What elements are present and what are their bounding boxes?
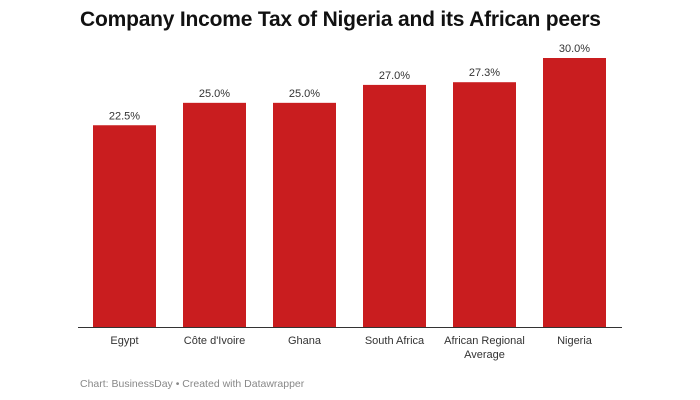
data-label: 27.3% <box>469 67 500 79</box>
data-label: 30.0% <box>559 43 590 55</box>
chart-footer: Chart: BusinessDay • Created with Datawr… <box>80 378 305 390</box>
data-label: 25.0% <box>199 88 230 100</box>
x-tick-label: Ghana <box>288 335 322 347</box>
x-tick-label: African Regional Average <box>444 335 525 361</box>
data-label: 25.0% <box>289 88 320 100</box>
chart-title: Company Income Tax of Nigeria and its Af… <box>80 8 601 31</box>
bar <box>183 102 246 327</box>
data-label: 22.5% <box>109 110 140 122</box>
bar <box>453 82 516 328</box>
x-tick-label: Nigeria <box>557 335 593 347</box>
bar <box>273 102 336 327</box>
bar <box>93 125 156 327</box>
x-tick-label: Côte d'Ivoire <box>184 335 245 347</box>
bar <box>543 58 606 327</box>
data-label: 27.0% <box>379 70 410 82</box>
x-tick-label: South Africa <box>365 335 425 347</box>
x-tick-label: Egypt <box>110 335 138 347</box>
bar <box>363 84 426 328</box>
